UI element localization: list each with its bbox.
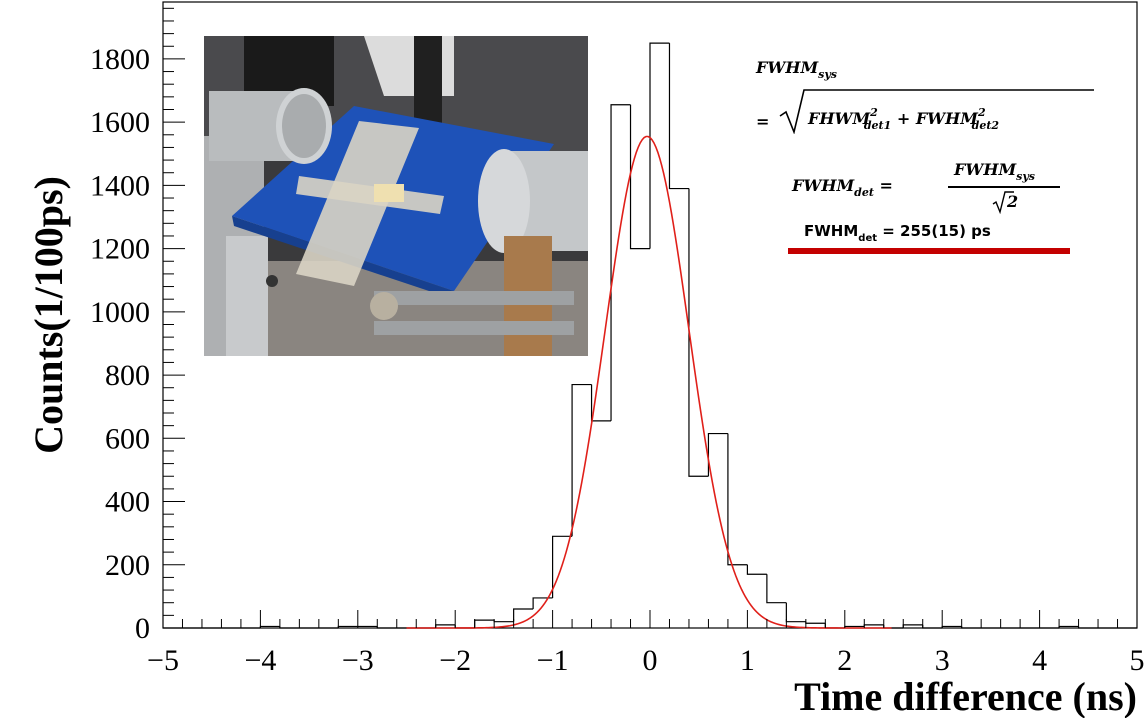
histogram-bin [785, 602, 806, 623]
sqrt-symbol [779, 89, 1094, 134]
histogram-bin [863, 624, 884, 627]
y-tick-label: 1800 [90, 43, 150, 76]
fit-layer [406, 135, 892, 629]
y-tick-label: 400 [105, 486, 150, 519]
histogram-bin [629, 104, 650, 250]
fwhm-formula: FWHMsys = FHWM2det1 + FWHM2det2 FWHMdet … [752, 52, 1102, 272]
sqrt-symbol-small [992, 191, 1014, 214]
histogram-bin [727, 433, 748, 566]
x-axis-label: Time difference (ns) [794, 674, 1137, 718]
x-tick-label: 1 [740, 644, 755, 677]
formula-sys-lhs: FWHMsys [756, 58, 837, 81]
histogram-bin [1077, 626, 1099, 629]
histogram-bin [552, 535, 573, 598]
x-tick-label: 3 [935, 644, 950, 677]
x-tick-label: −2 [439, 644, 471, 677]
histogram-bin [805, 621, 826, 624]
histogram-bin [668, 43, 689, 190]
y-tick-label: 0 [135, 612, 150, 645]
y-tick-label: 1000 [90, 296, 150, 329]
histogram-bin [279, 626, 300, 629]
histogram-bin [707, 432, 728, 477]
result-underline [788, 248, 1070, 254]
y-tick-label: 1400 [90, 169, 150, 202]
y-tick-label: 200 [105, 549, 150, 582]
histogram-bin [532, 597, 553, 610]
formula-det-denominator: 2 [1007, 192, 1019, 211]
x-tick-label: 4 [1032, 644, 1047, 677]
formula-det-numerator: FWHMsys [954, 160, 1035, 183]
x-tick-label: −5 [147, 644, 179, 677]
y-tick-label: 1200 [90, 233, 150, 266]
histogram-bin [571, 383, 592, 537]
fraction-bar [948, 186, 1060, 188]
histogram-bin [513, 608, 534, 622]
y-axis-label: Counts(1/100ps) [26, 176, 71, 454]
x-tick-label: −1 [537, 644, 569, 677]
y-tick-label: 800 [105, 359, 150, 392]
histogram-bin [493, 620, 514, 623]
detector-setup-photo [204, 36, 588, 356]
histogram-bin [961, 626, 982, 629]
histogram-bin [746, 564, 767, 575]
histogram-bin [922, 624, 943, 629]
histogram-bin [376, 626, 397, 629]
x-tick-label: −3 [342, 644, 374, 677]
histogram-bin [688, 188, 709, 477]
formula-sys-rhs: = [756, 112, 770, 131]
x-tick-label: 0 [643, 644, 658, 677]
histogram-bin [610, 104, 631, 421]
histogram-bin [766, 574, 787, 604]
x-tick-label: 2 [837, 644, 852, 677]
formula-sys-terms: FHWM2det1 + FWHM2det2 [808, 106, 1000, 132]
x-tick-label: 5 [1130, 644, 1145, 677]
y-tick-label: 1600 [90, 106, 150, 139]
formula-det-lhs: FWHMdet = [792, 176, 893, 199]
y-axis: 0 200 400 600 800 1000 1200 1400 1600 1800 [90, 7, 185, 645]
y-tick-label: 600 [105, 422, 150, 455]
gaussian-fit-curve [406, 135, 892, 629]
fwhm-result: FWHMdet = 255(15) ps [804, 222, 991, 244]
histogram-bin [649, 42, 670, 249]
x-tick-label: −4 [244, 644, 276, 677]
x-axis: −5 −4 −3 −2 −1 0 1 2 3 4 5 [147, 610, 1145, 677]
